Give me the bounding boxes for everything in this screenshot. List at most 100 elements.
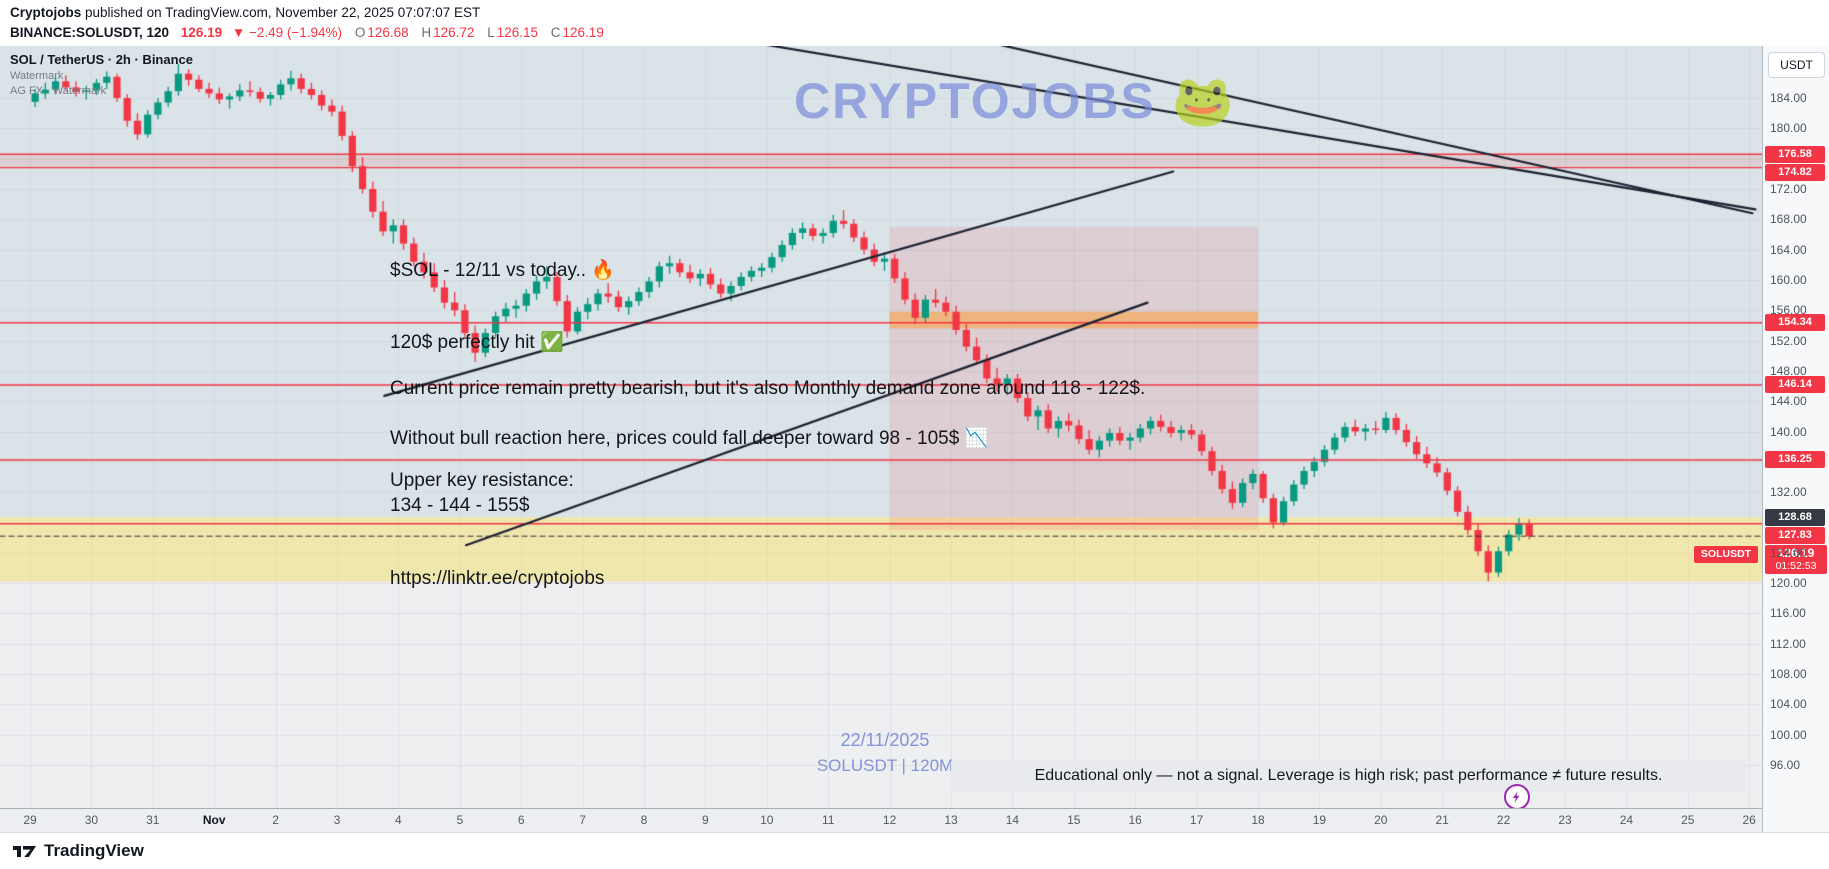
bottom-watermark-ticker: SOLUSDT | 120M xyxy=(816,756,954,775)
date-tick-label: 7 xyxy=(579,813,586,827)
symbol-quote-line: BINANCE:SOLUSDT, 120 126.19 ▼ −2.49 (−1.… xyxy=(10,25,604,40)
published-line: Cryptojobs published on TradingView.com,… xyxy=(10,5,480,20)
level-price-badge: 174.82 xyxy=(1765,163,1825,181)
price-tick-label: 156.00 xyxy=(1770,303,1807,318)
date-tick-label: 23 xyxy=(1558,813,1572,827)
publisher-name: Cryptojobs xyxy=(10,5,82,20)
date-tick-label: 19 xyxy=(1312,813,1327,827)
low-value: 126.15 xyxy=(496,25,539,40)
cryptojobs-watermark: CRYPTOJOBS 🐸 xyxy=(794,73,1236,129)
price-tick-label: 104.00 xyxy=(1770,697,1807,712)
price-tick-label: 180.00 xyxy=(1770,121,1807,136)
date-tick-label: 16 xyxy=(1128,813,1142,827)
low-label: L xyxy=(487,25,495,40)
chart-legend: SOL / TetherUS · 2h · Binance Watermark … xyxy=(10,52,193,97)
chart-annotation: https://linktr.ee/cryptojobs xyxy=(390,568,605,589)
high-label: H xyxy=(421,25,432,40)
price-tick-label: 160.00 xyxy=(1770,272,1807,287)
date-tick-label: 25 xyxy=(1681,813,1695,827)
date-tick-label: 31 xyxy=(146,813,160,827)
date-tick-label: 5 xyxy=(456,813,464,827)
price-tick-label: 108.00 xyxy=(1770,667,1807,682)
legend-indicator-agfx: AG FX - Watermark xyxy=(10,85,107,97)
indicator-price-badge: 128.68 xyxy=(1765,508,1825,526)
level-price-badge: 176.58 xyxy=(1765,145,1825,163)
date-tick-label: 13 xyxy=(944,813,958,827)
boost-lightning-icon xyxy=(1504,784,1530,808)
date-tick-label: 24 xyxy=(1619,813,1634,827)
tradingview-logo[interactable]: TradingView xyxy=(13,841,144,861)
price-tick-label: 116.00 xyxy=(1770,606,1806,621)
open-label: O xyxy=(354,25,366,40)
price-tick-label: 100.00 xyxy=(1770,727,1807,742)
symbol-text: BINANCE:SOLUSDT, 120 xyxy=(10,25,170,40)
date-tick-label: 9 xyxy=(702,813,709,827)
date-tick-label: 4 xyxy=(395,813,402,827)
high-value: 126.72 xyxy=(433,25,475,40)
price-tick-label: 144.00 xyxy=(1770,394,1807,409)
chart-annotation: Current price remain pretty bearish, but… xyxy=(390,378,1146,399)
bottom-watermark-date: 22/11/2025 xyxy=(840,730,930,750)
date-tick-label: 3 xyxy=(333,813,341,827)
price-tick-label: 140.00 xyxy=(1770,424,1807,439)
date-tick-label: 30 xyxy=(84,813,99,827)
price-tick-label: 132.00 xyxy=(1770,485,1807,500)
bar-countdown: 01:52:53 xyxy=(1775,559,1817,572)
date-tick-label: 11 xyxy=(821,813,835,827)
disclaimer-banner: Educational only — not a signal. Leverag… xyxy=(951,760,1746,792)
level-price-badge: 154.34 xyxy=(1765,314,1825,332)
date-tick-label: 8 xyxy=(640,813,648,827)
page-footer: TradingView xyxy=(0,832,1829,869)
price-tick-label: 184.00 xyxy=(1770,91,1807,105)
price-tick-label: 172.00 xyxy=(1770,181,1807,196)
level-price-badge: 136.25 xyxy=(1765,451,1825,469)
price-tick-label: 124.00 xyxy=(1770,545,1807,560)
close-label: C xyxy=(550,25,561,40)
date-tick-label: 6 xyxy=(517,813,525,827)
date-tick-label: 10 xyxy=(760,813,774,827)
tradingview-logo-icon xyxy=(13,845,36,857)
date-tick-label: 21 xyxy=(1435,813,1449,827)
date-tick-label: 18 xyxy=(1251,813,1265,827)
date-tick-label: 15 xyxy=(1067,813,1081,827)
chart-annotation: 134 - 144 - 155$ xyxy=(390,495,530,516)
last-price: 126.19 xyxy=(180,25,223,40)
price-tick-label: 148.00 xyxy=(1770,363,1807,378)
symbol-price-tag: SOLUSDT xyxy=(1694,545,1758,563)
chart-annotation: $SOL - 12/11 vs today.. 🔥 xyxy=(390,260,616,281)
currency-button[interactable]: USDT xyxy=(1768,52,1825,78)
chart-annotation: Without bull reaction here, prices could… xyxy=(390,428,989,449)
price-tick-label: 120.00 xyxy=(1770,576,1807,591)
price-tick-label: 164.00 xyxy=(1770,242,1807,257)
price-tick-label: 96.00 xyxy=(1770,758,1801,773)
price-tick-label: 152.00 xyxy=(1770,333,1807,348)
date-tick-label: 17 xyxy=(1189,813,1204,827)
date-tick-label: Nov xyxy=(202,813,226,827)
price-tick-label: 112.00 xyxy=(1770,636,1806,651)
last-price-value: 126.19 xyxy=(1777,545,1815,560)
level-price-badge: 127.83 xyxy=(1765,526,1825,544)
published-suffix: published on TradingView.com, November 2… xyxy=(81,5,481,20)
tradingview-brand-name: TradingView xyxy=(44,841,144,860)
legend-indicator-watermark: Watermark xyxy=(10,70,64,82)
date-tick-label: 14 xyxy=(1005,813,1020,827)
date-tick-label: 20 xyxy=(1374,813,1388,827)
legend-symbol: SOL / TetherUS · 2h · Binance xyxy=(10,52,193,67)
price-change: ▼ −2.49 (−1.94%) xyxy=(231,25,343,40)
chart-annotation: Upper key resistance: xyxy=(390,470,574,491)
date-tick-label: 29 xyxy=(23,813,37,827)
open-value: 126.68 xyxy=(367,25,409,40)
date-tick-label: 26 xyxy=(1742,813,1756,827)
chart-annotation: 120$ perfectly hit ✅ xyxy=(390,332,564,353)
time-axis[interactable]: 29 30 31 Nov 2 3 4 5 6 7 8 9 10 11 12 13 14 15 16 17 18 19 20 2… xyxy=(0,808,1762,832)
price-chart-canvas[interactable] xyxy=(0,46,1762,808)
level-price-badge: 146.14 xyxy=(1765,376,1825,394)
date-tick-label: 2 xyxy=(272,813,279,827)
last-price-badge: 126.19 01:52:53 xyxy=(1765,544,1827,574)
price-axis[interactable]: USDT 126.19 01:52:53 184.00180.00176.001… xyxy=(1762,46,1829,832)
snapshot-header: Cryptojobs published on TradingView.com,… xyxy=(0,0,1829,46)
chart-pane: SOL / TetherUS · 2h · Binance Watermark … xyxy=(0,46,1762,808)
date-tick-label: 22 xyxy=(1496,813,1511,827)
date-tick-label: 12 xyxy=(882,813,897,827)
close-value: 126.19 xyxy=(562,25,604,40)
